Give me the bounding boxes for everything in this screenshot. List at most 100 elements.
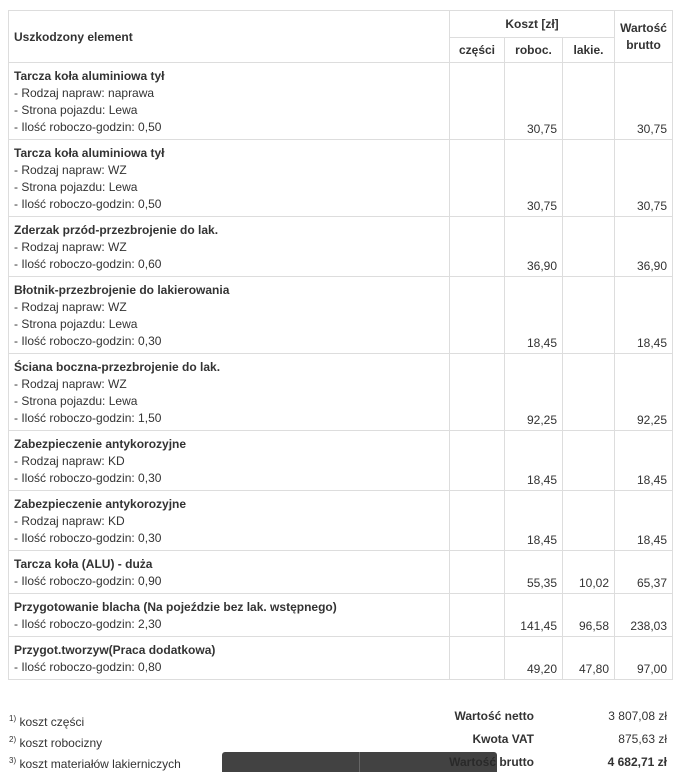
cost-labor: 36,90: [504, 216, 563, 277]
element-title: Przygotowanie blacha (Na pojeździe bez l…: [14, 600, 337, 614]
cost-gross: 30,75: [614, 62, 674, 140]
cost-paint: [561, 490, 616, 551]
cost-gross: 18,45: [614, 490, 674, 551]
cost-parts: [449, 139, 505, 217]
footnote: 3) koszt materiałów lakierniczych: [9, 752, 181, 773]
cost-paint: [561, 139, 616, 217]
cost-paint: [561, 62, 616, 140]
cost-paint: [561, 276, 616, 354]
table-row: Przygot.tworzyw(Praca dodatkowa) - Ilość …: [8, 636, 674, 680]
cost-labor: 30,75: [504, 62, 563, 140]
element-description: Przygotowanie blacha (Na pojeździe bez l…: [8, 593, 450, 637]
header-parts: części: [449, 37, 505, 63]
header-cost: Koszt [zł]: [448, 10, 616, 38]
cost-paint: [561, 216, 616, 277]
damage-cost-table: Uszkodzony element Koszt [zł] Wartość br…: [8, 10, 674, 680]
cost-parts: [449, 636, 505, 680]
toolbar-button-left[interactable]: [222, 752, 360, 772]
cost-parts: [449, 276, 505, 354]
footnote-number: 3): [9, 756, 17, 765]
footnote-text: koszt materiałów lakierniczych: [19, 757, 181, 771]
summary-value: 3 807,08 zł: [608, 708, 667, 723]
header-paint: lakie.: [561, 37, 616, 63]
summary-row: Wartość netto 3 807,08 zł: [420, 704, 667, 727]
table-row: Zabezpieczenie antykorozyjne - Rodzaj nap…: [8, 490, 674, 551]
element-detail: - Strona pojazdu: Lewa: [14, 103, 138, 117]
element-detail: - Ilość roboczo-godzin: 0,80: [14, 660, 162, 674]
element-detail: - Ilość roboczo-godzin: 0,30: [14, 334, 162, 348]
element-detail: - Ilość roboczo-godzin: 0,30: [14, 471, 162, 485]
footnote: 2) koszt robocizny: [9, 731, 181, 752]
table-row: Błotnik-przezbrojenie do lakierowania - R…: [8, 276, 674, 354]
element-description: Błotnik-przezbrojenie do lakierowania - R…: [8, 276, 450, 354]
cost-labor: 49,20: [504, 636, 563, 680]
element-title: Tarcza koła (ALU) - duża: [14, 557, 153, 571]
summary-label: Wartość netto: [454, 708, 534, 723]
element-title: Przygot.tworzyw(Praca dodatkowa): [14, 643, 216, 657]
summary-label: Kwota VAT: [472, 731, 534, 746]
table-row: Tarcza koła aluminiowa tył - Rodzaj napra…: [8, 139, 674, 217]
element-detail: - Ilość roboczo-godzin: 0,90: [14, 574, 162, 588]
cost-gross: 238,03: [614, 593, 674, 637]
element-description: Tarcza koła aluminiowa tył - Rodzaj napra…: [8, 139, 450, 217]
cost-labor: 92,25: [504, 353, 563, 431]
summary-value: 875,63 zł: [618, 731, 667, 746]
element-title: Ściana boczna-przezbrojenie do lak.: [14, 360, 221, 374]
cost-gross: 18,45: [614, 276, 674, 354]
cost-gross: 65,37: [614, 550, 674, 594]
cost-paint: 47,80: [561, 636, 616, 680]
cost-paint: 10,02: [561, 550, 616, 594]
cost-paint: [561, 353, 616, 431]
cost-parts: [449, 216, 505, 277]
cost-parts: [449, 490, 505, 551]
element-detail: - Rodzaj napraw: WZ: [14, 240, 127, 254]
toolbar-button-right[interactable]: [360, 752, 497, 772]
footnotes: 1) koszt części 2) koszt robocizny 3) kosz…: [9, 710, 181, 773]
element-detail: - Strona pojazdu: Lewa: [14, 317, 138, 331]
element-description: Ściana boczna-przezbrojenie do lak. - Rod…: [8, 353, 450, 431]
element-detail: - Rodzaj napraw: KD: [14, 454, 125, 468]
cost-gross: 92,25: [614, 353, 674, 431]
table-row: Ściana boczna-przezbrojenie do lak. - Rod…: [8, 353, 674, 431]
footnote-text: koszt części: [19, 715, 85, 729]
element-detail: - Strona pojazdu: Lewa: [14, 180, 138, 194]
header-gross: Wartość brutto: [614, 10, 674, 63]
cost-labor: 18,45: [504, 276, 563, 354]
table-row: Zderzak przód-przezbrojenie do lak. - Rod…: [8, 216, 674, 277]
table-row: Przygotowanie blacha (Na pojeździe bez l…: [8, 593, 674, 637]
element-detail: - Rodzaj napraw: WZ: [14, 300, 127, 314]
cost-labor: 141,45: [504, 593, 563, 637]
element-detail: - Rodzaj napraw: WZ: [14, 377, 127, 391]
element-description: Zabezpieczenie antykorozyjne - Rodzaj nap…: [8, 490, 450, 551]
cost-labor: 18,45: [504, 490, 563, 551]
cost-labor: 55,35: [504, 550, 563, 594]
summary-value: 4 682,71 zł: [607, 754, 667, 769]
element-detail: - Ilość roboczo-godzin: 1,50: [14, 411, 162, 425]
element-detail: - Ilość roboczo-godzin: 2,30: [14, 617, 162, 631]
element-detail: - Ilość roboczo-godzin: 0,50: [14, 197, 162, 211]
footnote: 1) koszt części: [9, 710, 181, 731]
element-title: Tarcza koła aluminiowa tył: [14, 69, 165, 83]
element-description: Zabezpieczenie antykorozyjne - Rodzaj nap…: [8, 430, 450, 491]
cost-parts: [449, 62, 505, 140]
element-description: Tarcza koła (ALU) - duża - Ilość roboczo-…: [8, 550, 450, 594]
footnote-text: koszt robocizny: [19, 736, 103, 750]
cost-gross: 30,75: [614, 139, 674, 217]
element-title: Błotnik-przezbrojenie do lakierowania: [14, 283, 230, 297]
cost-paint: 96,58: [561, 593, 616, 637]
cost-labor: 18,45: [504, 430, 563, 491]
header-element: Uszkodzony element: [8, 10, 450, 63]
element-detail: - Ilość roboczo-godzin: 0,50: [14, 120, 162, 134]
element-title: Zabezpieczenie antykorozyjne: [14, 437, 187, 451]
cost-labor: 30,75: [504, 139, 563, 217]
floating-toolbar[interactable]: [222, 752, 497, 772]
cost-parts: [449, 550, 505, 594]
element-detail: - Rodzaj napraw: WZ: [14, 163, 127, 177]
cost-gross: 36,90: [614, 216, 674, 277]
cost-paint: [561, 430, 616, 491]
element-title: Zabezpieczenie antykorozyjne: [14, 497, 187, 511]
element-detail: - Ilość roboczo-godzin: 0,60: [14, 257, 162, 271]
element-title: Zderzak przód-przezbrojenie do lak.: [14, 223, 219, 237]
cost-gross: 97,00: [614, 636, 674, 680]
element-detail: - Rodzaj napraw: naprawa: [14, 86, 155, 100]
